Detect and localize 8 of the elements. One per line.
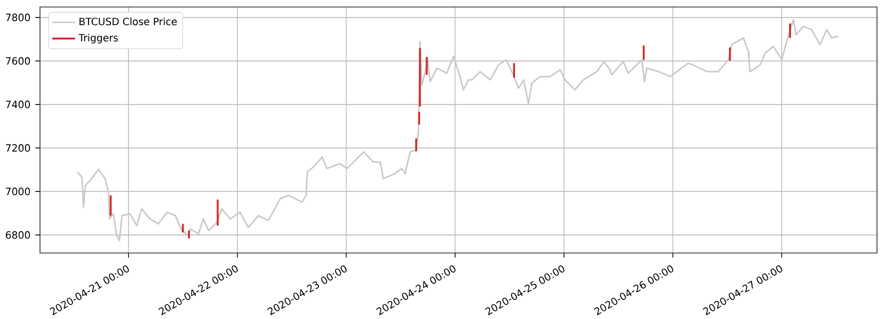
y-tick-label: 7200	[6, 144, 30, 152]
y-tick-label: 7600	[6, 57, 30, 65]
legend-label: BTCUSD Close Price	[80, 18, 177, 26]
y-tick-label: 7000	[6, 188, 30, 196]
y-tick-label: 6800	[6, 231, 30, 239]
y-tick-label: 7800	[6, 14, 30, 22]
legend-label: Triggers	[78, 34, 118, 44]
y-tick-label: 7400	[6, 100, 30, 108]
